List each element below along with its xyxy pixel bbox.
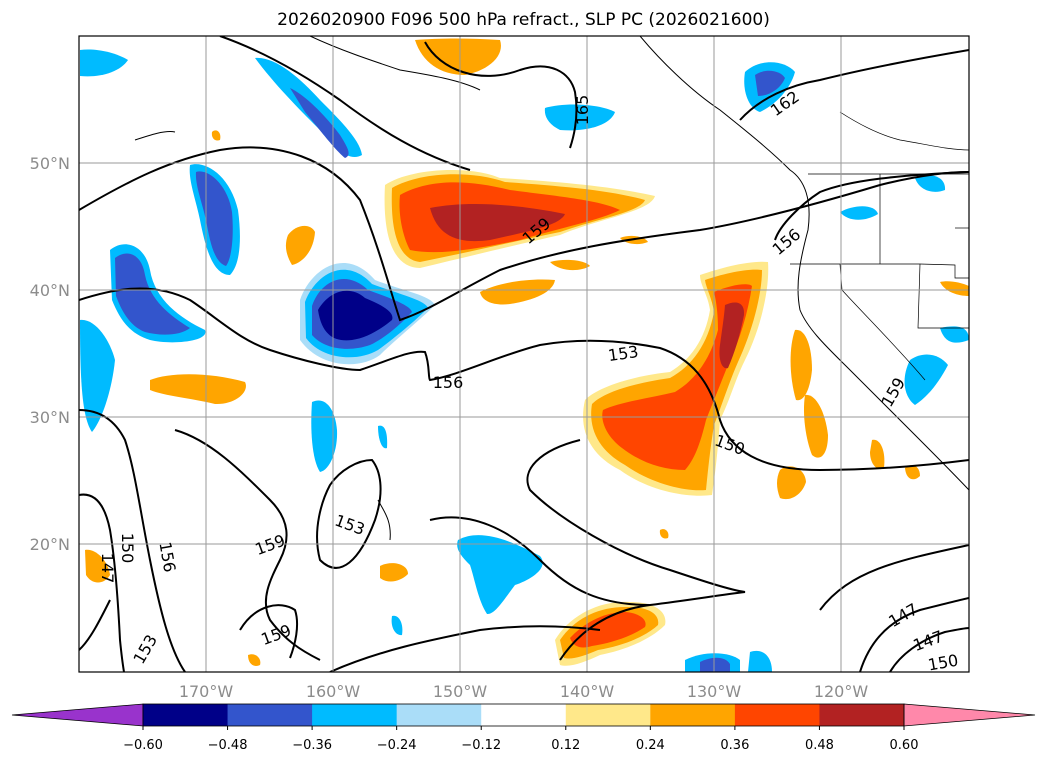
- contour-label: 147: [98, 553, 117, 584]
- colorbar-tick-label: 0.36: [720, 738, 749, 753]
- colorbar-segment: [312, 704, 398, 726]
- colorbar-extend-low: [11, 703, 144, 727]
- coastlines: [134, 36, 969, 541]
- colorbar-tick-label: 0.48: [805, 738, 834, 753]
- lon-label-130w: 130°W: [687, 682, 742, 701]
- contour-label: 165: [573, 95, 592, 126]
- lon-label-160w: 160°W: [306, 682, 361, 701]
- lat-label-20n: 20°N: [30, 535, 70, 554]
- latitude-labels: 50°N 40°N 30°N 20°N: [30, 154, 70, 554]
- contour-label: 153: [607, 342, 640, 365]
- colorbar-segment: [481, 704, 567, 726]
- colorbar-tick-label: −0.24: [377, 738, 417, 753]
- colorbar-segment: [734, 704, 820, 726]
- colorbar: −0.60 −0.48 −0.36 −0.24 −0.12 0.12 0.24 0.36 0.4…: [11, 703, 1036, 753]
- colorbar-tick-label: 0.12: [551, 738, 580, 753]
- colorbar-segment: [396, 704, 482, 726]
- colorbar-segment: [143, 704, 229, 726]
- lat-label-40n: 40°N: [30, 281, 70, 300]
- borders: [790, 111, 969, 381]
- colorbar-tick-label: −0.48: [208, 738, 248, 753]
- lat-label-30n: 30°N: [30, 408, 70, 427]
- lon-label-170w: 170°W: [179, 682, 234, 701]
- colorbar-tick-label: −0.60: [123, 738, 163, 753]
- lat-label-50n: 50°N: [30, 154, 70, 173]
- map-title: 2026020900 F096 500 hPa refract., SLP PC…: [277, 10, 770, 30]
- colorbar-extend-high: [903, 703, 1036, 727]
- colorbar-tick-label: 0.60: [890, 738, 919, 753]
- colorbar-tick-label: 0.24: [636, 738, 665, 753]
- map-frame: [78, 35, 970, 673]
- colorbar-segment: [227, 704, 313, 726]
- contour-label: 150: [118, 533, 137, 564]
- colorbar-tick-label: −0.12: [461, 738, 501, 753]
- colorbar-segment: [819, 704, 905, 726]
- lon-label-120w: 120°W: [814, 682, 869, 701]
- longitude-labels: 170°W 160°W 150°W 140°W 130°W 120°W: [179, 682, 869, 701]
- colorbar-tick-label: −0.36: [292, 738, 332, 753]
- contour-label: 156: [433, 373, 464, 392]
- colorbar-segment: [565, 704, 651, 726]
- colorbar-frame: [142, 703, 905, 727]
- colorbar-segment: [650, 704, 736, 726]
- slp-contours: [79, 36, 969, 672]
- gridlines: [79, 36, 969, 672]
- contour-label: 150: [926, 651, 959, 675]
- lon-label-150w: 150°W: [433, 682, 488, 701]
- lon-label-140w: 140°W: [560, 682, 615, 701]
